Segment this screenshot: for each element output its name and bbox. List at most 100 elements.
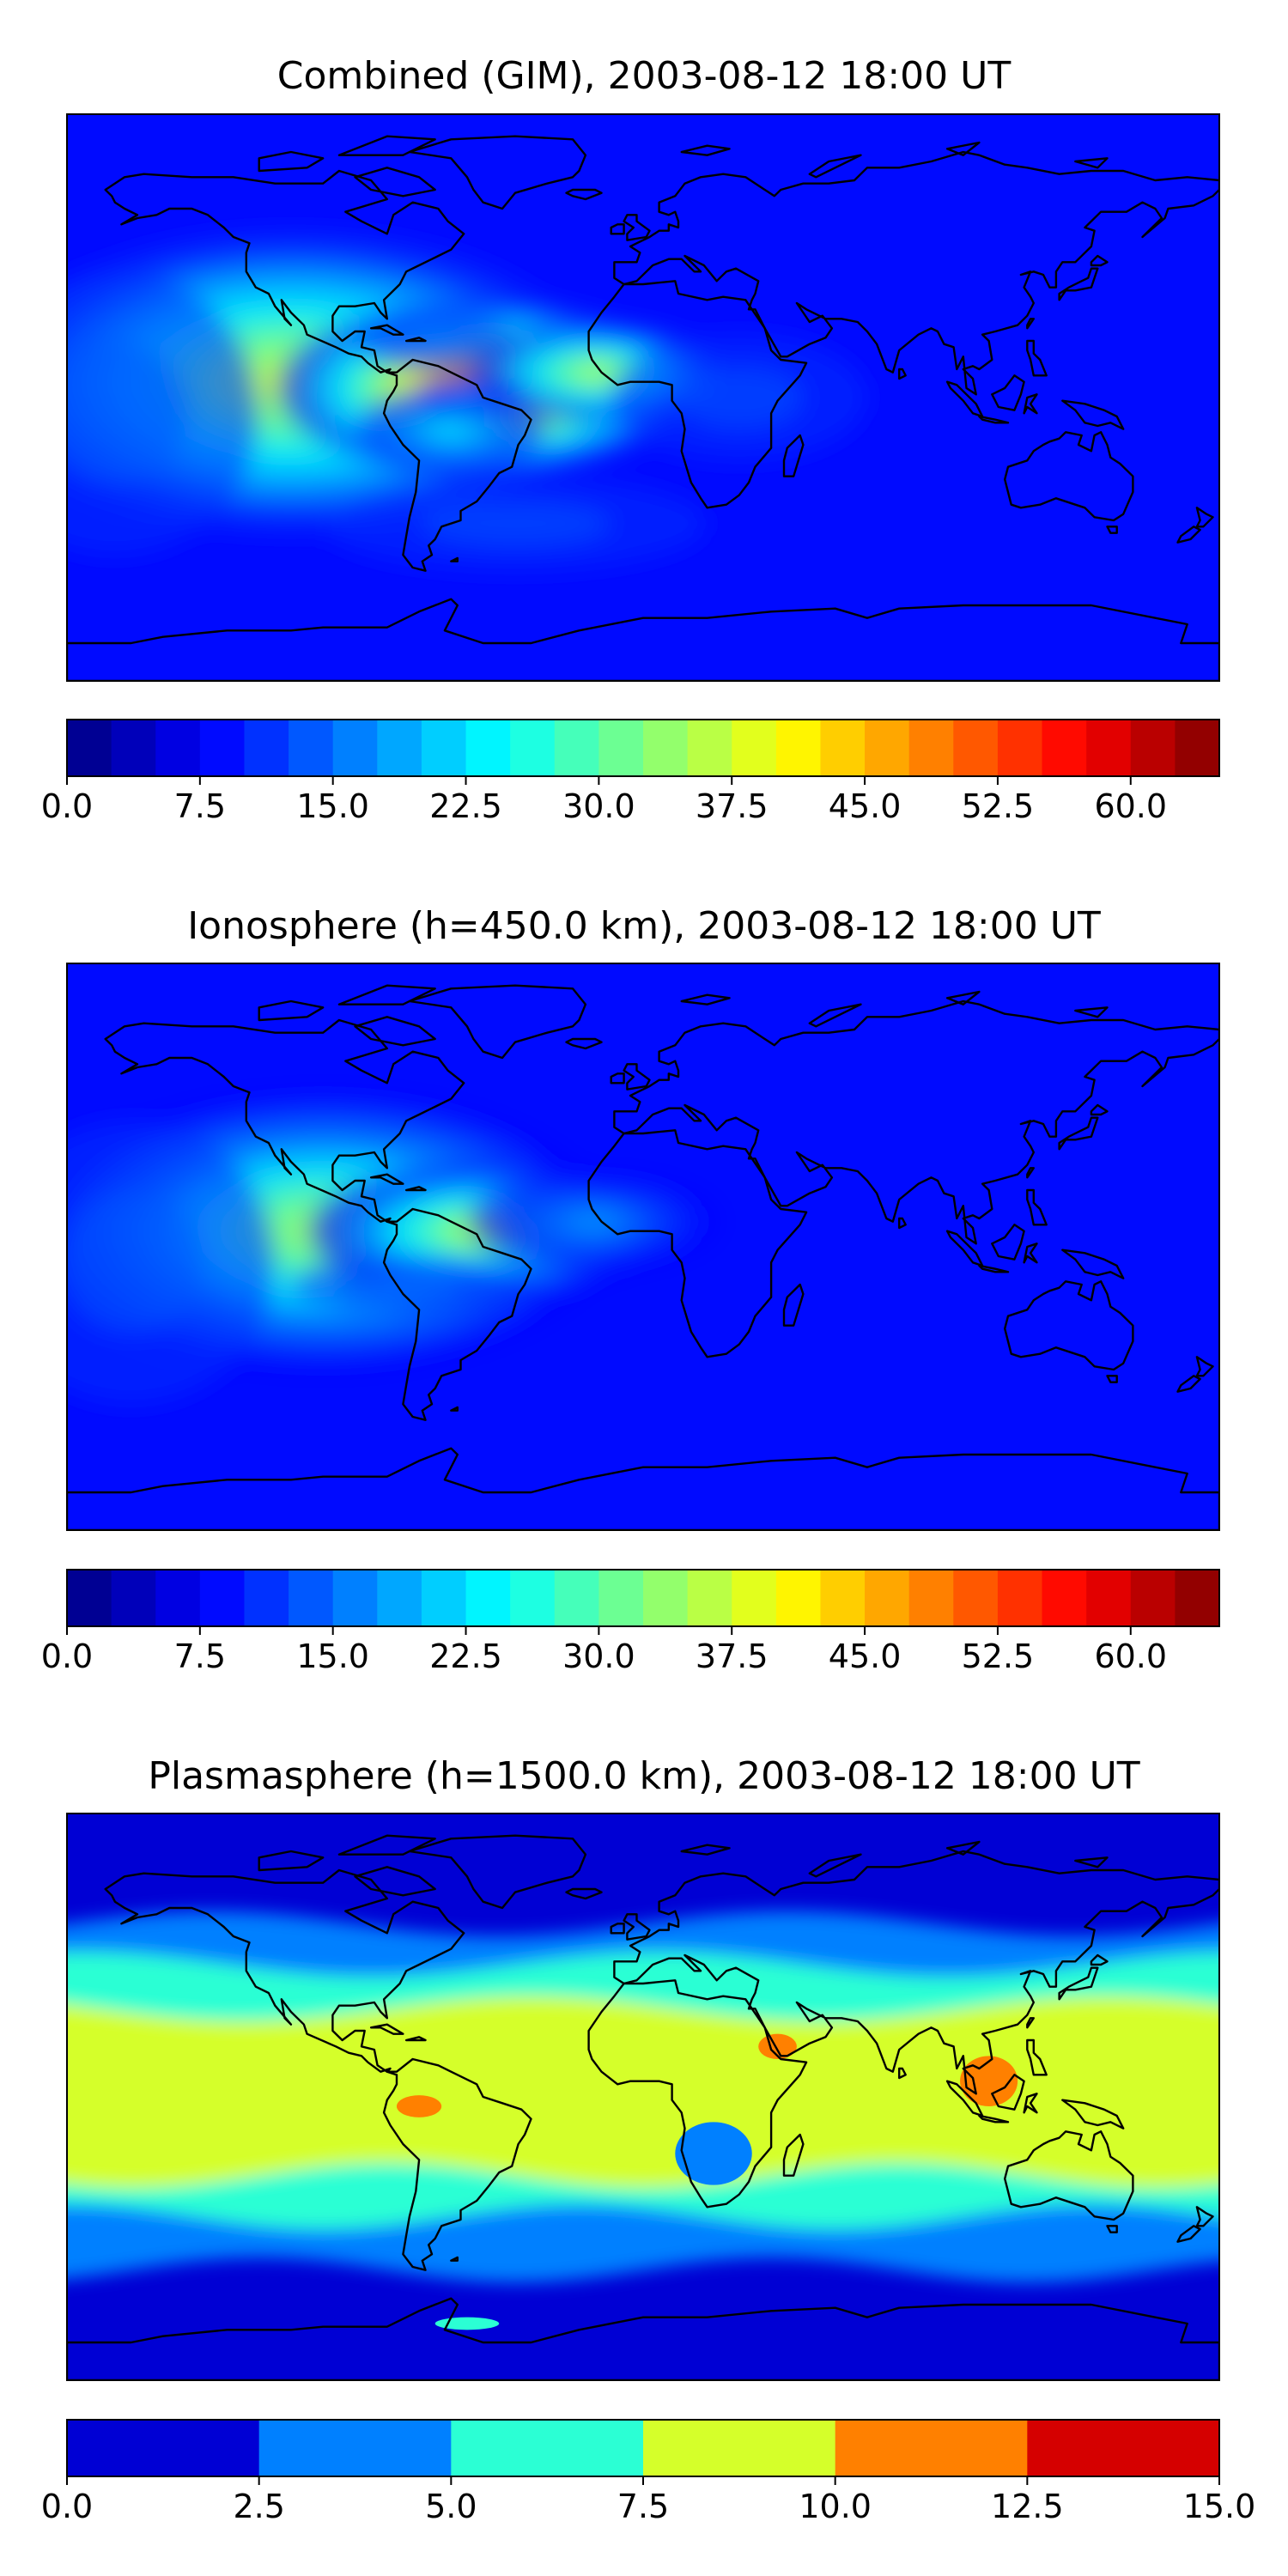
contour-level <box>580 367 610 379</box>
colorbar-swatch <box>155 1570 201 1626</box>
colorbar-frame <box>66 719 1220 777</box>
coastline-svalbard <box>680 144 731 156</box>
colorbar-tick-label: 30.0 <box>562 787 635 825</box>
coastline-baffin <box>354 167 436 197</box>
coastlines <box>67 1834 1219 2380</box>
colorbar-frame <box>66 1569 1220 1627</box>
colorbar-tick-label: 5.0 <box>425 2488 477 2525</box>
colorbar-swatch <box>289 1570 334 1626</box>
coastline-nz-south <box>1176 2225 1201 2243</box>
coastline-sumatra <box>945 2080 984 2117</box>
coastline-arctic-islands <box>258 150 325 173</box>
colorbar-swatch <box>865 720 910 776</box>
coastline-hokkaido <box>1090 1103 1109 1116</box>
coastline-japan <box>1058 1966 1099 2001</box>
colorbar-swatch <box>687 720 732 776</box>
coastline-eurasia <box>613 1850 1219 2095</box>
colorbar-swatch <box>1027 2420 1220 2476</box>
colorbar-swatch <box>835 2420 1028 2476</box>
coastline-new-siberian <box>1074 157 1109 169</box>
colorbar-swatch <box>289 720 334 776</box>
coastline-madagascar <box>782 434 805 477</box>
colorbar-tick-label: 15.0 <box>296 787 369 825</box>
colorbar-tick-label: 52.5 <box>962 1637 1035 1675</box>
coastline-uk <box>623 1063 651 1091</box>
panel-title: Combined (GIM), 2003-08-12 18:00 UT <box>277 54 1012 98</box>
panel-ionosphere: Ionosphere (h=450.0 km), 2003-08-12 18:0… <box>41 904 1220 1675</box>
colorbar-swatch <box>908 1570 954 1626</box>
colorbar-tick-label: 0.0 <box>41 787 93 825</box>
coastline-cuba <box>369 324 404 336</box>
coastline-java <box>978 1264 1010 1273</box>
contour-spot <box>675 2122 752 2185</box>
tec-field <box>67 114 1219 681</box>
coastline-borneo <box>991 374 1025 411</box>
colorbar-tick-label: 15.0 <box>296 1637 369 1675</box>
coastline-philippines <box>1026 1188 1048 1226</box>
contour-level <box>408 330 462 352</box>
colorbar: 0.0 7.5 15.0 22.5 30.0 37.5 45.0 52.5 60.0 <box>41 719 1220 825</box>
colorbar-swatch <box>598 1570 644 1626</box>
coastline-svalbard <box>680 1844 731 1856</box>
coastline-japan <box>1058 1116 1099 1151</box>
contour-level <box>434 422 467 437</box>
coastline-java <box>978 415 1010 424</box>
colorbar-tick-label: 45.0 <box>829 1637 902 1675</box>
colorbar-swatch <box>111 1570 156 1626</box>
coastline-north-america <box>104 1868 465 2073</box>
colorbar-swatch <box>598 720 644 776</box>
coastline-sumatra <box>945 380 984 418</box>
colorbar-tick-label: 10.0 <box>799 2488 872 2525</box>
colorbar-swatch <box>908 720 954 776</box>
colorbar-tick-label: 60.0 <box>1094 1637 1167 1675</box>
colorbar-swatch <box>1175 720 1220 776</box>
coastlines <box>67 984 1219 1530</box>
colorbar-swatch <box>687 1570 732 1626</box>
contour-spot <box>396 2095 442 2117</box>
coastline-ellesmere <box>337 1834 436 1856</box>
colorbar-swatch <box>111 720 156 776</box>
contour-band <box>67 1996 1219 2189</box>
coastline-hokkaido <box>1090 254 1109 267</box>
colorbar-tick-label: 7.5 <box>174 787 226 825</box>
coastline-hokkaido <box>1090 1953 1109 1966</box>
coastline-north-america <box>104 1018 465 1223</box>
colorbar-swatch <box>510 1570 556 1626</box>
coastline-uk <box>623 1913 651 1941</box>
colorbar-swatch <box>953 720 999 776</box>
colorbar-swatch <box>820 1570 866 1626</box>
colorbar-swatch <box>775 720 822 776</box>
coastline-tasmania <box>1106 2225 1118 2233</box>
colorbar-swatch <box>865 1570 910 1626</box>
map-field <box>67 963 1219 1530</box>
coastline-nz-south <box>1176 526 1201 544</box>
colorbar-swatch <box>953 1570 999 1626</box>
coastline-novaya <box>808 1003 862 1028</box>
coastline-sri-lanka <box>897 1217 907 1230</box>
coastline-new-zealand <box>1195 507 1214 528</box>
coastline-greenland <box>408 984 587 1060</box>
colorbar-swatch <box>332 720 378 776</box>
coastline-sulawesi <box>1023 2093 1038 2114</box>
coastline-eurasia <box>613 999 1219 1245</box>
coastline-south-america <box>382 358 532 572</box>
colorbar-swatch <box>554 1570 599 1626</box>
map-field <box>67 114 1219 681</box>
coastline-novaya <box>808 1853 862 1878</box>
colorbar-swatch <box>1086 1570 1132 1626</box>
colorbar-swatch <box>643 2420 836 2476</box>
coastline-new-zealand <box>1195 1356 1214 1377</box>
colorbar-swatch <box>377 720 422 776</box>
coastline-iceland <box>565 1037 603 1050</box>
coastline-ellesmere <box>337 135 436 156</box>
colorbar-swatch <box>732 1570 777 1626</box>
coastline-south-america <box>382 2057 532 2271</box>
coastline-nz-south <box>1176 1375 1201 1393</box>
colorbar-swatch <box>377 1570 422 1626</box>
coastline-new-guinea <box>1061 2099 1125 2129</box>
coastline-africa <box>587 280 808 509</box>
tec-field <box>67 1814 1219 2380</box>
contour-level <box>376 1275 462 1294</box>
coastline-eurasia <box>613 150 1219 396</box>
coastline-cuba <box>369 2023 404 2035</box>
